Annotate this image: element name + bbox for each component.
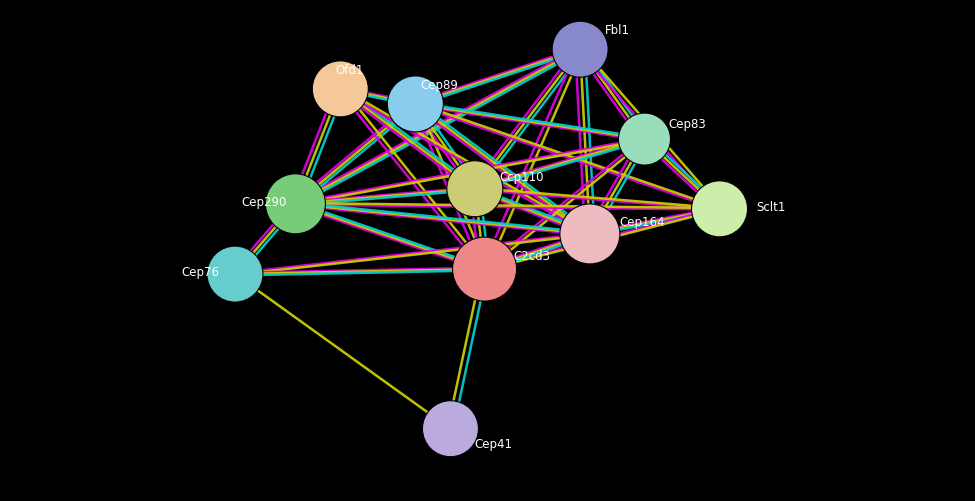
Text: Cep290: Cep290: [242, 195, 288, 208]
Text: Fbl1: Fbl1: [604, 24, 630, 37]
Ellipse shape: [691, 181, 748, 237]
Ellipse shape: [387, 77, 444, 133]
Text: C2cd3: C2cd3: [514, 249, 551, 262]
Text: Cep76: Cep76: [181, 266, 219, 279]
Text: Cep89: Cep89: [420, 79, 458, 92]
Text: Ccp110: Ccp110: [499, 170, 544, 183]
Ellipse shape: [422, 401, 479, 457]
Ellipse shape: [552, 22, 608, 78]
Ellipse shape: [618, 114, 671, 166]
Ellipse shape: [265, 174, 326, 234]
Ellipse shape: [452, 237, 517, 302]
Text: Cep164: Cep164: [619, 215, 665, 228]
Ellipse shape: [447, 161, 503, 217]
Ellipse shape: [560, 204, 620, 265]
Text: Cep41: Cep41: [475, 437, 513, 450]
Text: Cep83: Cep83: [669, 118, 707, 131]
Ellipse shape: [207, 246, 263, 303]
Text: Ofd1: Ofd1: [335, 64, 364, 77]
Ellipse shape: [312, 62, 369, 118]
Text: Sclt1: Sclt1: [757, 200, 786, 213]
